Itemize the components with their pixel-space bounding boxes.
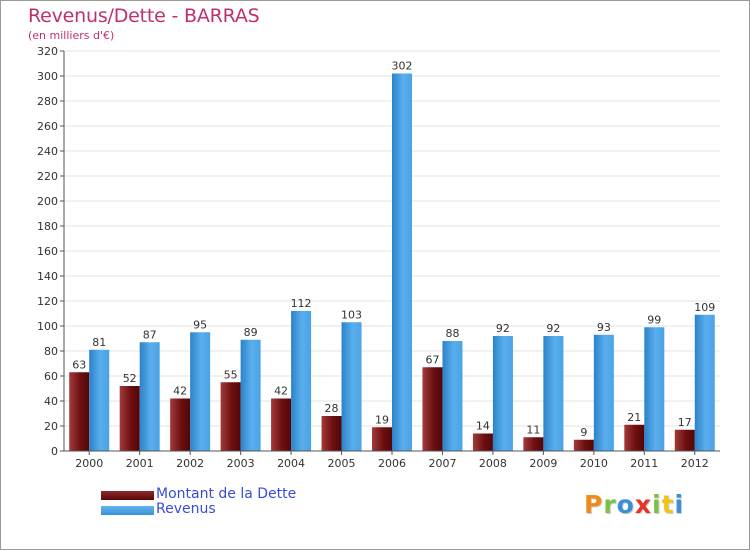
x-tick-label: 2002 — [176, 457, 204, 470]
bar-revenue — [392, 73, 412, 451]
y-tick-label: 220 — [37, 170, 58, 183]
bar-revenue — [593, 334, 614, 451]
bar-revenue — [442, 341, 463, 451]
y-tick-label: 80 — [44, 345, 58, 358]
y-tick-label: 240 — [37, 145, 58, 158]
y-tick-label: 0 — [51, 445, 58, 458]
legend-swatch-revenue — [101, 506, 154, 515]
logo-letter: x — [634, 490, 652, 519]
logo-letter: P — [584, 490, 604, 519]
bar-revenue — [139, 342, 160, 451]
logo-letter: i — [652, 490, 662, 519]
data-label-debt: 17 — [678, 416, 692, 429]
bar-debt — [69, 372, 90, 451]
bar-revenue — [240, 339, 261, 451]
data-label-revenue: 99 — [647, 313, 661, 326]
y-tick-label: 260 — [37, 120, 58, 133]
y-tick-label: 320 — [37, 45, 58, 58]
data-label-revenue: 92 — [496, 322, 510, 335]
y-tick-label: 20 — [44, 420, 58, 433]
data-label-debt: 63 — [72, 358, 86, 371]
data-label-revenue: 81 — [92, 336, 106, 349]
x-tick-label: 2004 — [277, 457, 305, 470]
data-label-debt: 28 — [325, 402, 339, 415]
y-tick-label: 300 — [37, 70, 58, 83]
x-tick-label: 2009 — [529, 457, 557, 470]
y-tick-label: 180 — [37, 220, 58, 233]
data-label-revenue: 112 — [291, 297, 312, 310]
bar-debt — [472, 433, 493, 451]
bar-revenue — [543, 336, 564, 451]
data-label-revenue: 93 — [597, 321, 611, 334]
data-label-revenue: 87 — [143, 328, 157, 341]
data-label-revenue: 109 — [694, 301, 715, 314]
data-label-debt: 19 — [375, 413, 389, 426]
bar-revenue — [694, 314, 715, 451]
data-label-debt: 21 — [627, 411, 641, 424]
logo-letter: t — [661, 490, 675, 519]
chart-title: Revenus/Dette - BARRAS — [28, 5, 260, 27]
data-label-debt: 55 — [224, 368, 238, 381]
proxiti-logo: Proxiti — [584, 490, 684, 519]
y-tick-label: 40 — [44, 395, 58, 408]
logo-letter: r — [603, 490, 617, 519]
y-tick-label: 140 — [37, 270, 58, 283]
x-tick-label: 2010 — [580, 457, 608, 470]
x-tick-label: 2005 — [328, 457, 356, 470]
x-tick-label: 2001 — [126, 457, 154, 470]
data-label-debt: 11 — [526, 423, 540, 436]
bar-debt — [119, 386, 140, 451]
y-tick-label: 100 — [37, 320, 58, 333]
data-label-debt: 9 — [580, 426, 587, 439]
bar-debt — [321, 416, 342, 451]
legend-swatch-debt — [101, 491, 154, 500]
data-label-revenue: 92 — [546, 322, 560, 335]
bar-revenue — [341, 322, 362, 451]
x-tick-label: 2011 — [630, 457, 658, 470]
data-label-revenue: 95 — [193, 318, 207, 331]
x-tick-label: 2000 — [75, 457, 103, 470]
bar-revenue — [492, 336, 513, 451]
y-tick-label: 60 — [44, 370, 58, 383]
x-tick-label: 2007 — [428, 457, 456, 470]
y-tick-label: 120 — [37, 295, 58, 308]
bar-debt — [573, 439, 594, 451]
bar-debt — [220, 382, 241, 451]
x-tick-label: 2006 — [378, 457, 406, 470]
bar-debt — [674, 429, 695, 451]
data-label-revenue: 103 — [341, 308, 362, 321]
x-tick-label: 2008 — [479, 457, 507, 470]
bar-debt — [624, 424, 645, 451]
legend-label-debt: Montant de la Dette — [156, 486, 297, 502]
x-tick-label: 2003 — [227, 457, 255, 470]
y-tick-label: 280 — [37, 95, 58, 108]
y-tick-label: 200 — [37, 195, 58, 208]
chart-subtitle: (en milliers d'€) — [28, 29, 115, 42]
bar-debt — [271, 398, 292, 451]
bar-debt — [422, 367, 443, 451]
data-label-revenue: 302 — [392, 60, 413, 73]
bar-revenue — [89, 349, 110, 451]
data-label-debt: 42 — [274, 385, 288, 398]
data-label-revenue: 88 — [445, 327, 459, 340]
bar-debt — [523, 437, 544, 451]
data-label-debt: 52 — [123, 372, 137, 385]
data-label-debt: 67 — [425, 353, 439, 366]
legend-label-revenue: Revenus — [156, 501, 216, 517]
bar-revenue — [291, 311, 312, 451]
x-tick-label: 2012 — [681, 457, 709, 470]
bar-debt — [372, 427, 392, 451]
bar-revenue — [190, 332, 211, 451]
bar-revenue — [644, 327, 665, 451]
data-label-revenue: 89 — [244, 326, 258, 339]
data-label-debt: 42 — [173, 385, 187, 398]
bar-debt — [170, 398, 191, 451]
y-tick-label: 160 — [37, 245, 58, 258]
logo-letter: o — [616, 490, 635, 519]
logo-letter: i — [674, 490, 685, 519]
data-label-debt: 14 — [476, 420, 490, 433]
